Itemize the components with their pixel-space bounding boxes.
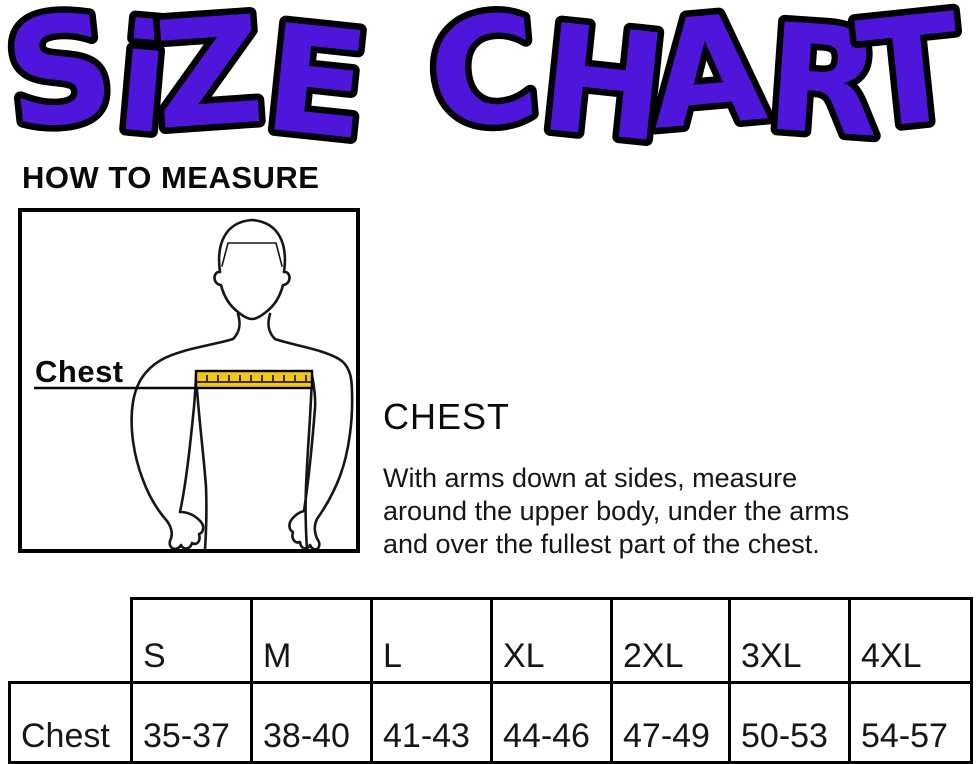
measuring-tape [194,369,314,390]
figure-neck-right [267,312,277,341]
size-col-header: L [370,597,493,684]
figure-hairline [221,242,283,267]
size-col-header: 3XL [728,597,851,684]
how-to-measure-heading: HOW TO MEASURE [22,160,320,195]
chest-instructions-heading: CHEST [383,396,511,437]
chest-instructions-line: and over the fullest part of the chest. [383,529,820,559]
size-table-chest-row: Chest 35-37 38-40 41-43 44-46 47-49 50-5… [8,681,973,764]
chest-instructions-line: around the upper body, under the arms [383,496,850,526]
chest-value-cell: 35-37 [130,681,253,764]
chest-value-cell: 38-40 [250,681,373,764]
size-col-header: 2XL [610,597,731,684]
size-col-header: XL [490,597,613,684]
chest-value-cell: 47-49 [610,681,731,764]
size-chart-table: S M L XL 2XL 3XL 4XL Chest 35-37 38-40 4… [8,597,973,764]
chest-value-cell: 44-46 [490,681,613,764]
size-table-header-row: S M L XL 2XL 3XL 4XL [10,597,973,684]
figure-face-outline [213,270,291,321]
title-word-chart: CHART [422,2,969,158]
size-col-header: 4XL [848,597,973,684]
figure-head-outline [217,218,287,274]
row-label-chest: Chest [8,681,133,764]
tape-tick-marks [206,375,307,381]
chest-value-cell: 54-57 [848,681,973,764]
chest-value-cell: 50-53 [728,681,851,764]
title-banner: SiZE CHART [0,2,976,158]
figure-chest-label: Chest [35,354,124,389]
chest-instructions-body: With arms down at sides, measure around … [383,462,968,561]
chest-instructions-line: With arms down at sides, measure [383,463,798,493]
torso-diagram: Chest [34,218,354,549]
size-col-header: M [250,597,373,684]
chest-value-cell: 41-43 [370,681,493,764]
figure-neck-left [231,312,241,341]
size-col-header: S [130,597,253,684]
size-table-ghost-cell [10,599,132,683]
chest-instructions: CHEST With arms down at sides, measure a… [383,396,968,561]
measurement-figure-box: Chest [18,208,360,553]
title-word-size: SiZE [0,2,376,158]
